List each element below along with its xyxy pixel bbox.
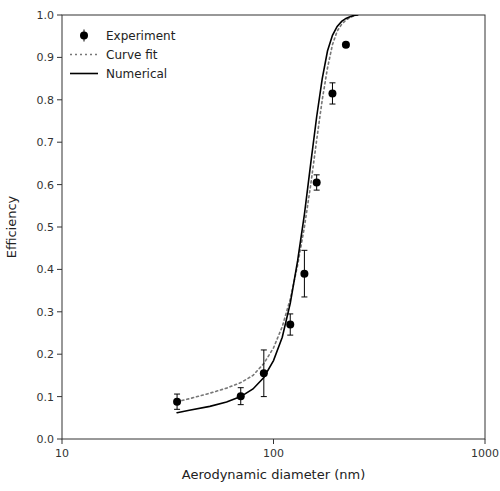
line [177,15,358,402]
axes: 10 100 1000 0.0 0.1 0.2 0.3 0.4 0.5 0.6 0.7 0.8 0.9 1… [37,9,500,460]
plot-frame [62,15,485,439]
x-tick-label: 100 [263,447,284,460]
legend-handle [80,32,88,40]
y-tick [57,439,62,440]
legend-label: Curve fit [106,48,158,62]
y-tick-label: 0.1 [37,391,55,404]
chart: 10 100 1000 0.0 0.1 0.2 0.3 0.4 0.5 0.6 0.7 0.8 0.9 1… [0,0,500,491]
y-tick-label: 0.4 [37,263,55,276]
point [313,178,321,186]
y-tick-label: 0.8 [37,94,55,107]
x-tick [62,439,63,444]
y-tick [57,142,62,143]
y-axis-label: Efficiency [4,195,19,258]
x-tick [485,439,486,444]
legend: Experiment Curve fit Numerical [70,29,176,81]
error-bar [287,314,293,335]
y-tick-label: 0.6 [37,179,55,192]
y-tick [57,227,62,228]
y-tick [57,396,62,397]
y-tick-label: 0.7 [37,136,55,149]
error-bar [301,250,307,297]
y-tick-label: 1.0 [37,9,55,22]
y-tick [57,99,62,100]
point [328,89,336,97]
line [177,15,358,413]
y-tick [57,57,62,58]
legend-label: Numerical [106,67,167,81]
x-axis-label: Aerodynamic diameter (nm) [182,467,366,482]
y-tick [57,269,62,270]
error-bar [238,388,244,405]
x-tick-label: 10 [55,447,69,460]
y-tick [57,15,62,16]
y-tick-label: 0.9 [37,51,55,64]
series [173,41,350,410]
point [286,321,294,329]
legend-handle [70,54,98,56]
error-bar [329,83,335,104]
series [177,15,358,402]
point [300,270,308,278]
y-tick [57,311,62,312]
y-tick-label: 0.0 [37,433,55,446]
error-bar [174,394,180,409]
y-tick-label: 0.3 [37,306,55,319]
point [237,392,245,400]
y-tick-label: 0.5 [37,221,55,234]
x-tick [273,439,274,444]
legend-label: Experiment [106,29,176,43]
data [173,15,358,413]
legend-handle [70,73,98,75]
point [342,41,350,49]
error-bar [314,175,320,190]
x-tick-label: 1000 [471,447,499,460]
error-bar [261,350,267,397]
point [173,398,181,406]
point [260,369,268,377]
y-tick [57,184,62,185]
series [177,15,358,413]
y-tick [57,354,62,355]
y-tick-label: 0.2 [37,348,55,361]
